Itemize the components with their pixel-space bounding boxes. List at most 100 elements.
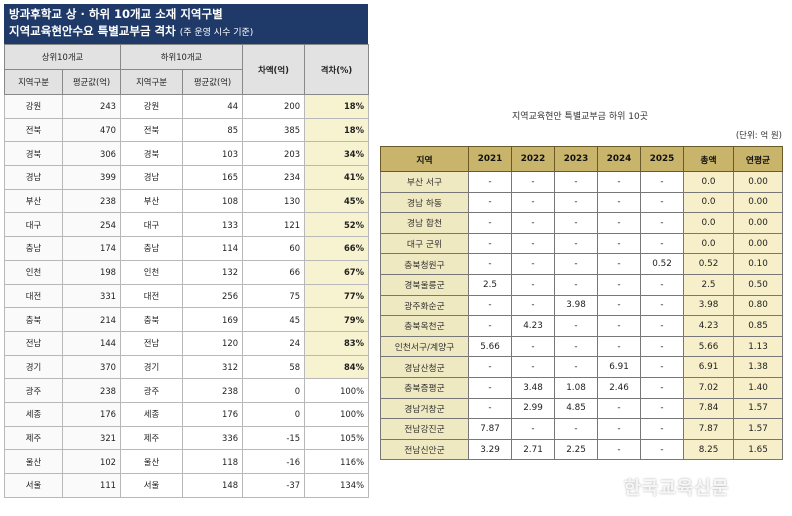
column-header: 지역: [380, 146, 469, 172]
year-cell: -: [597, 191, 641, 214]
year-cell: -: [554, 171, 598, 193]
avg-bottom: 118: [182, 449, 244, 474]
summary-cell: 0.0: [683, 191, 734, 214]
header-top-group: 상위10개교: [3, 44, 122, 70]
avg-bottom: 148: [182, 473, 244, 498]
region-bottom: 부산: [120, 188, 184, 214]
gap-value: 83%: [304, 330, 370, 356]
region-top: 전남: [4, 330, 63, 356]
year-cell: 2.5: [468, 273, 512, 296]
year-cell: -: [511, 171, 555, 193]
region-bottom: 대구: [120, 212, 184, 238]
region-top: 강원: [4, 94, 63, 119]
avg-top: 254: [61, 212, 122, 238]
year-cell: -: [554, 315, 598, 337]
gap-value: 105%: [304, 425, 370, 451]
year-cell: -: [554, 335, 598, 358]
year-cell: 4.85: [554, 397, 598, 420]
left-title-line2: 지역교육현안수요 특별교부금 격차 (주 운영 시수 기준): [9, 23, 363, 42]
year-cell: -: [468, 171, 512, 193]
year-cell: 6.91: [597, 356, 641, 378]
column-header: 연평균: [733, 146, 783, 172]
gap-value: 134%: [304, 473, 370, 498]
region-top: 부산: [4, 188, 63, 214]
year-cell: 1.08: [554, 376, 598, 399]
region-name: 경남산청군: [380, 356, 469, 378]
year-cell: -: [640, 191, 684, 214]
diff-value: 60: [242, 236, 306, 261]
table-row: 충북 214 충북 169 45 79%: [4, 307, 370, 332]
avg-top: 470: [61, 117, 122, 143]
year-cell: -: [640, 418, 684, 440]
year-cell: -: [597, 418, 641, 440]
year-cell: -: [511, 335, 555, 358]
year-cell: -: [468, 232, 512, 255]
year-cell: -: [511, 191, 555, 214]
summary-cell: 1.57: [733, 397, 783, 420]
gap-value: 100%: [304, 401, 370, 427]
column-header: 2024: [597, 146, 641, 172]
summary-cell: 0.0: [683, 232, 734, 255]
avg-top: 176: [61, 401, 122, 427]
year-cell: -: [511, 253, 555, 275]
left-title-main: 지역교육현안수요 특별교부금 격차: [9, 24, 176, 38]
avg-bottom: 132: [182, 259, 244, 285]
region-bottom: 경남: [120, 165, 184, 190]
diff-value: 200: [242, 94, 306, 119]
avg-top: 399: [61, 165, 122, 190]
region-top: 충남: [4, 236, 63, 261]
region-top: 대구: [4, 212, 63, 238]
region-bottom: 울산: [120, 449, 184, 474]
diff-value: 203: [242, 141, 306, 167]
region-name: 경남 합천: [380, 212, 469, 234]
diff-value: 45: [242, 307, 306, 332]
table-row: 충북옥천군 -4.23- - -4.23 0.85: [380, 315, 783, 337]
year-cell: -: [554, 253, 598, 275]
summary-cell: 1.40: [733, 376, 783, 399]
left-table-body: 강원 243 강원 44 200 18% 전북 470 전북 85 385 18% 경북 306 경북 103…: [4, 94, 370, 498]
table-row: 경남 합천 - - - - -0.0 0.00: [380, 212, 783, 234]
gap-value: 45%: [304, 188, 370, 214]
gap-value: 100%: [304, 378, 370, 403]
column-header: 총액: [683, 146, 734, 172]
summary-cell: 0.10: [733, 253, 783, 275]
year-cell: -: [597, 294, 641, 317]
year-cell: -: [511, 212, 555, 234]
table-row: 대전 331 대전 256 75 77%: [4, 283, 370, 309]
summary-cell: 0.00: [733, 191, 783, 214]
year-cell: -: [597, 253, 641, 275]
region-name: 경남 하동: [380, 191, 469, 214]
region-top: 전북: [4, 117, 63, 143]
year-cell: -: [468, 294, 512, 317]
header-gap: 격차(%): [304, 44, 370, 95]
table-row: 대구 군위 - - - - -0.0 0.00: [380, 232, 783, 255]
table-row: 부산 238 부산 108 130 45%: [4, 188, 370, 214]
diff-value: -15: [242, 425, 306, 451]
year-cell: -: [511, 418, 555, 440]
avg-top: 198: [61, 259, 122, 285]
diff-value: -37: [242, 473, 306, 498]
avg-top: 111: [61, 473, 122, 498]
summary-cell: 0.00: [733, 171, 783, 193]
summary-cell: 1.65: [733, 438, 783, 461]
region-bottom: 경북: [120, 141, 184, 167]
table-row: 광주 238 광주 238 0 100%: [4, 378, 370, 403]
table-row: 세종 176 세종 176 0 100%: [4, 401, 370, 427]
year-cell: -: [640, 232, 684, 255]
avg-bottom: 238: [182, 378, 244, 403]
year-cell: -: [640, 273, 684, 296]
table-row: 부산 서구 - - - - -0.0 0.00: [380, 171, 783, 193]
table-row: 서울 111 서울 148 -37 134%: [4, 473, 370, 498]
region-top: 울산: [4, 449, 63, 474]
region-top: 광주: [4, 378, 63, 403]
table-row: 전북 470 전북 85 385 18%: [4, 117, 370, 143]
gap-value: 52%: [304, 212, 370, 238]
year-cell: 3.48: [511, 376, 555, 399]
avg-bottom: 120: [182, 330, 244, 356]
year-cell: 4.23: [511, 315, 555, 337]
gap-value: 67%: [304, 259, 370, 285]
summary-cell: 0.50: [733, 273, 783, 296]
year-cell: -: [640, 315, 684, 337]
year-cell: -: [640, 438, 684, 461]
summary-cell: 7.84: [683, 397, 734, 420]
